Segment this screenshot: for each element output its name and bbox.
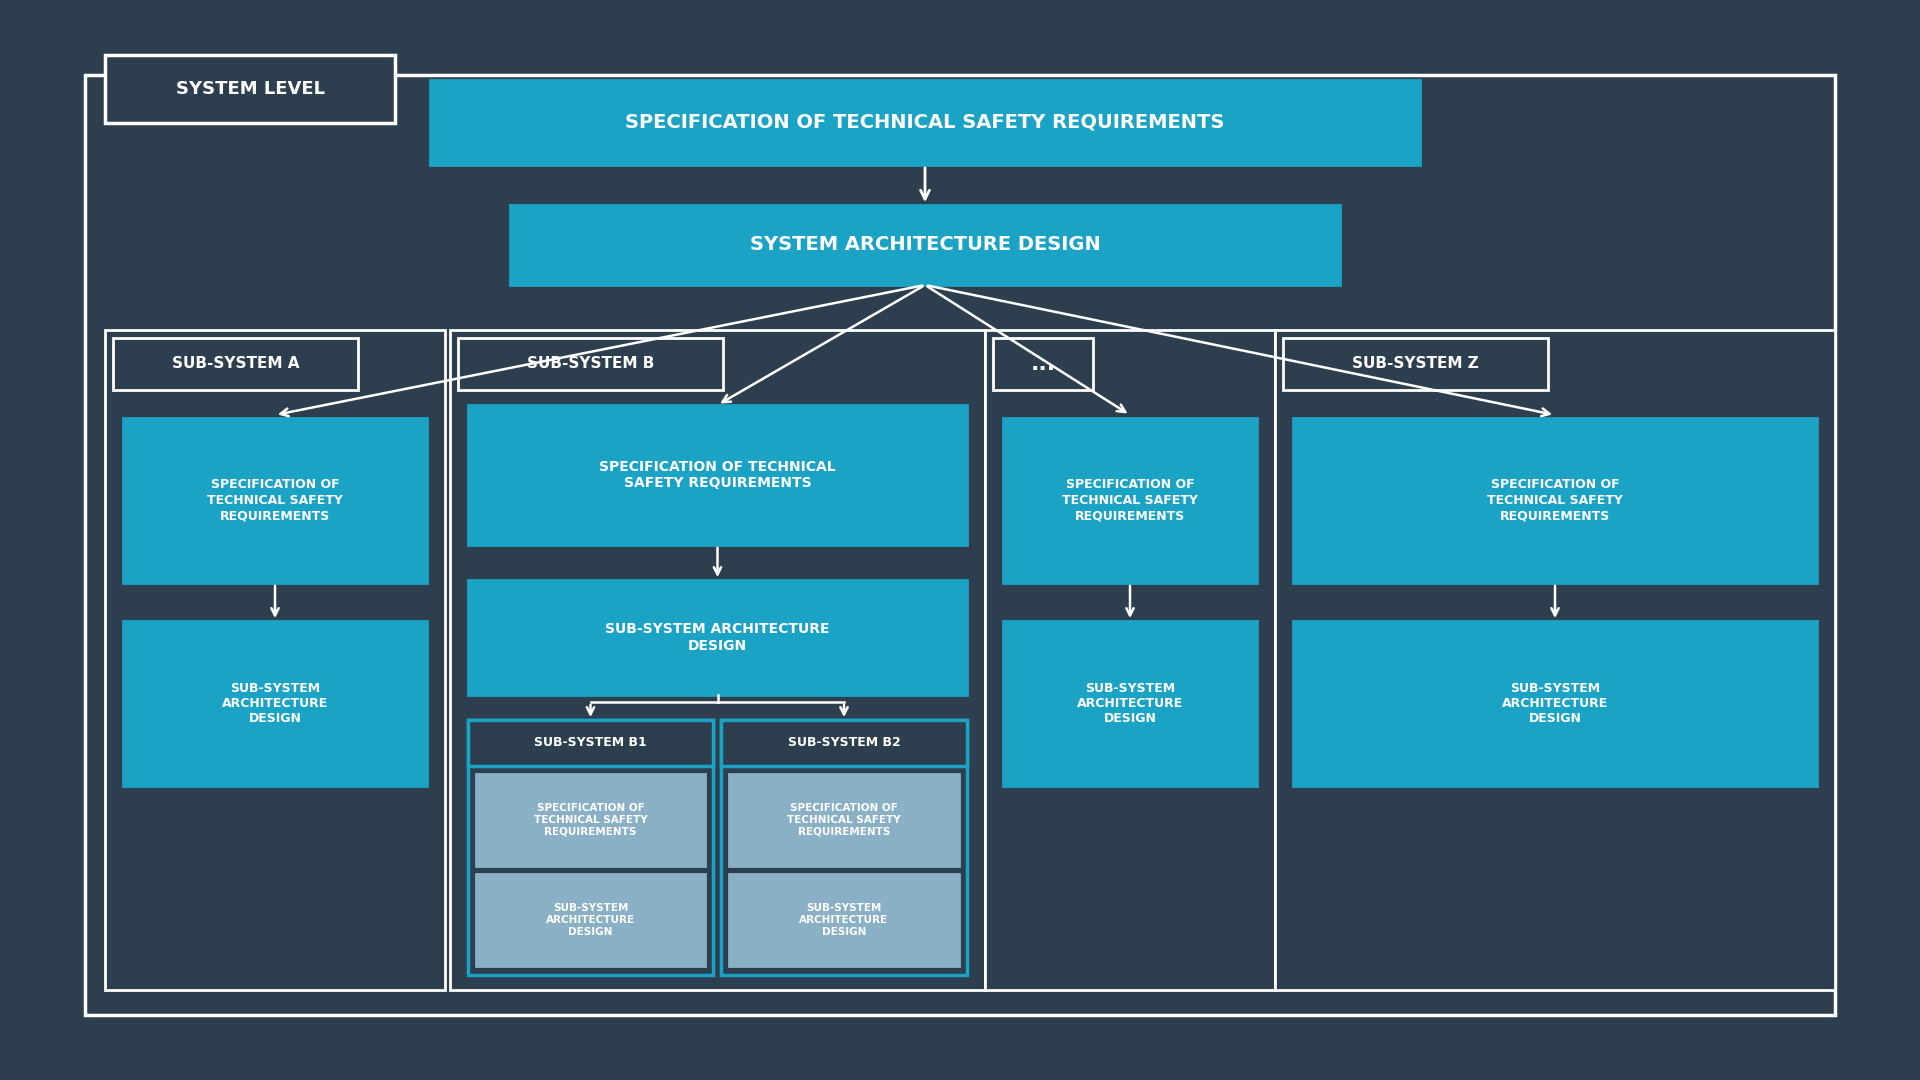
Bar [730,774,958,866]
Bar [476,874,705,966]
Bar [123,621,426,786]
Text: SUB-SYSTEM B2: SUB-SYSTEM B2 [787,737,900,750]
Bar [106,55,396,123]
Text: SYSTEM ARCHITECTURE DESIGN: SYSTEM ARCHITECTURE DESIGN [749,235,1100,255]
Bar [1002,621,1258,786]
Bar [449,330,985,990]
Text: SPECIFICATION OF TECHNICAL SAFETY REQUIREMENTS: SPECIFICATION OF TECHNICAL SAFETY REQUIR… [626,113,1225,132]
Text: ...: ... [1031,354,1056,374]
Bar [468,720,712,975]
Text: SPECIFICATION OF
TECHNICAL SAFETY
REQUIREMENTS: SPECIFICATION OF TECHNICAL SAFETY REQUIR… [1488,478,1622,523]
Text: SUB-SYSTEM A: SUB-SYSTEM A [171,356,300,372]
Text: SUB-SYSTEM Z: SUB-SYSTEM Z [1352,356,1478,372]
Bar [1283,338,1548,390]
Text: SPECIFICATION OF
TECHNICAL SAFETY
REQUIREMENTS: SPECIFICATION OF TECHNICAL SAFETY REQUIR… [787,804,900,837]
Bar [476,774,705,866]
Text: SUB-SYSTEM B: SUB-SYSTEM B [526,356,655,372]
Bar [1292,418,1816,583]
Bar [730,874,958,966]
Bar [511,205,1340,285]
Text: SUB-SYSTEM
ARCHITECTURE
DESIGN: SUB-SYSTEM ARCHITECTURE DESIGN [799,903,889,937]
Bar [1275,330,1836,990]
Text: SPECIFICATION OF
TECHNICAL SAFETY
REQUIREMENTS: SPECIFICATION OF TECHNICAL SAFETY REQUIR… [1062,478,1198,523]
Bar [459,338,724,390]
Bar [84,75,1836,1015]
Bar [722,720,968,975]
Bar [430,80,1421,165]
Text: SPECIFICATION OF TECHNICAL
SAFETY REQUIREMENTS: SPECIFICATION OF TECHNICAL SAFETY REQUIR… [599,460,835,490]
Bar [993,338,1092,390]
Bar [722,720,968,766]
Bar [1002,418,1258,583]
Text: SPECIFICATION OF
TECHNICAL SAFETY
REQUIREMENTS: SPECIFICATION OF TECHNICAL SAFETY REQUIR… [207,478,344,523]
Text: SUB-SYSTEM
ARCHITECTURE
DESIGN: SUB-SYSTEM ARCHITECTURE DESIGN [545,903,636,937]
Text: SYSTEM LEVEL: SYSTEM LEVEL [175,80,324,98]
Text: SPECIFICATION OF
TECHNICAL SAFETY
REQUIREMENTS: SPECIFICATION OF TECHNICAL SAFETY REQUIR… [534,804,647,837]
Text: SUB-SYSTEM
ARCHITECTURE
DESIGN: SUB-SYSTEM ARCHITECTURE DESIGN [1501,681,1609,726]
Text: SUB-SYSTEM ARCHITECTURE
DESIGN: SUB-SYSTEM ARCHITECTURE DESIGN [605,622,829,653]
Text: SUB-SYSTEM B1: SUB-SYSTEM B1 [534,737,647,750]
Bar [468,405,968,545]
Bar [985,330,1275,990]
Bar [468,580,968,696]
Text: SUB-SYSTEM
ARCHITECTURE
DESIGN: SUB-SYSTEM ARCHITECTURE DESIGN [1077,681,1183,726]
Bar [123,418,426,583]
Bar [113,338,357,390]
Text: SUB-SYSTEM
ARCHITECTURE
DESIGN: SUB-SYSTEM ARCHITECTURE DESIGN [223,681,328,726]
Bar [106,330,445,990]
Bar [1292,621,1816,786]
Bar [468,720,712,766]
